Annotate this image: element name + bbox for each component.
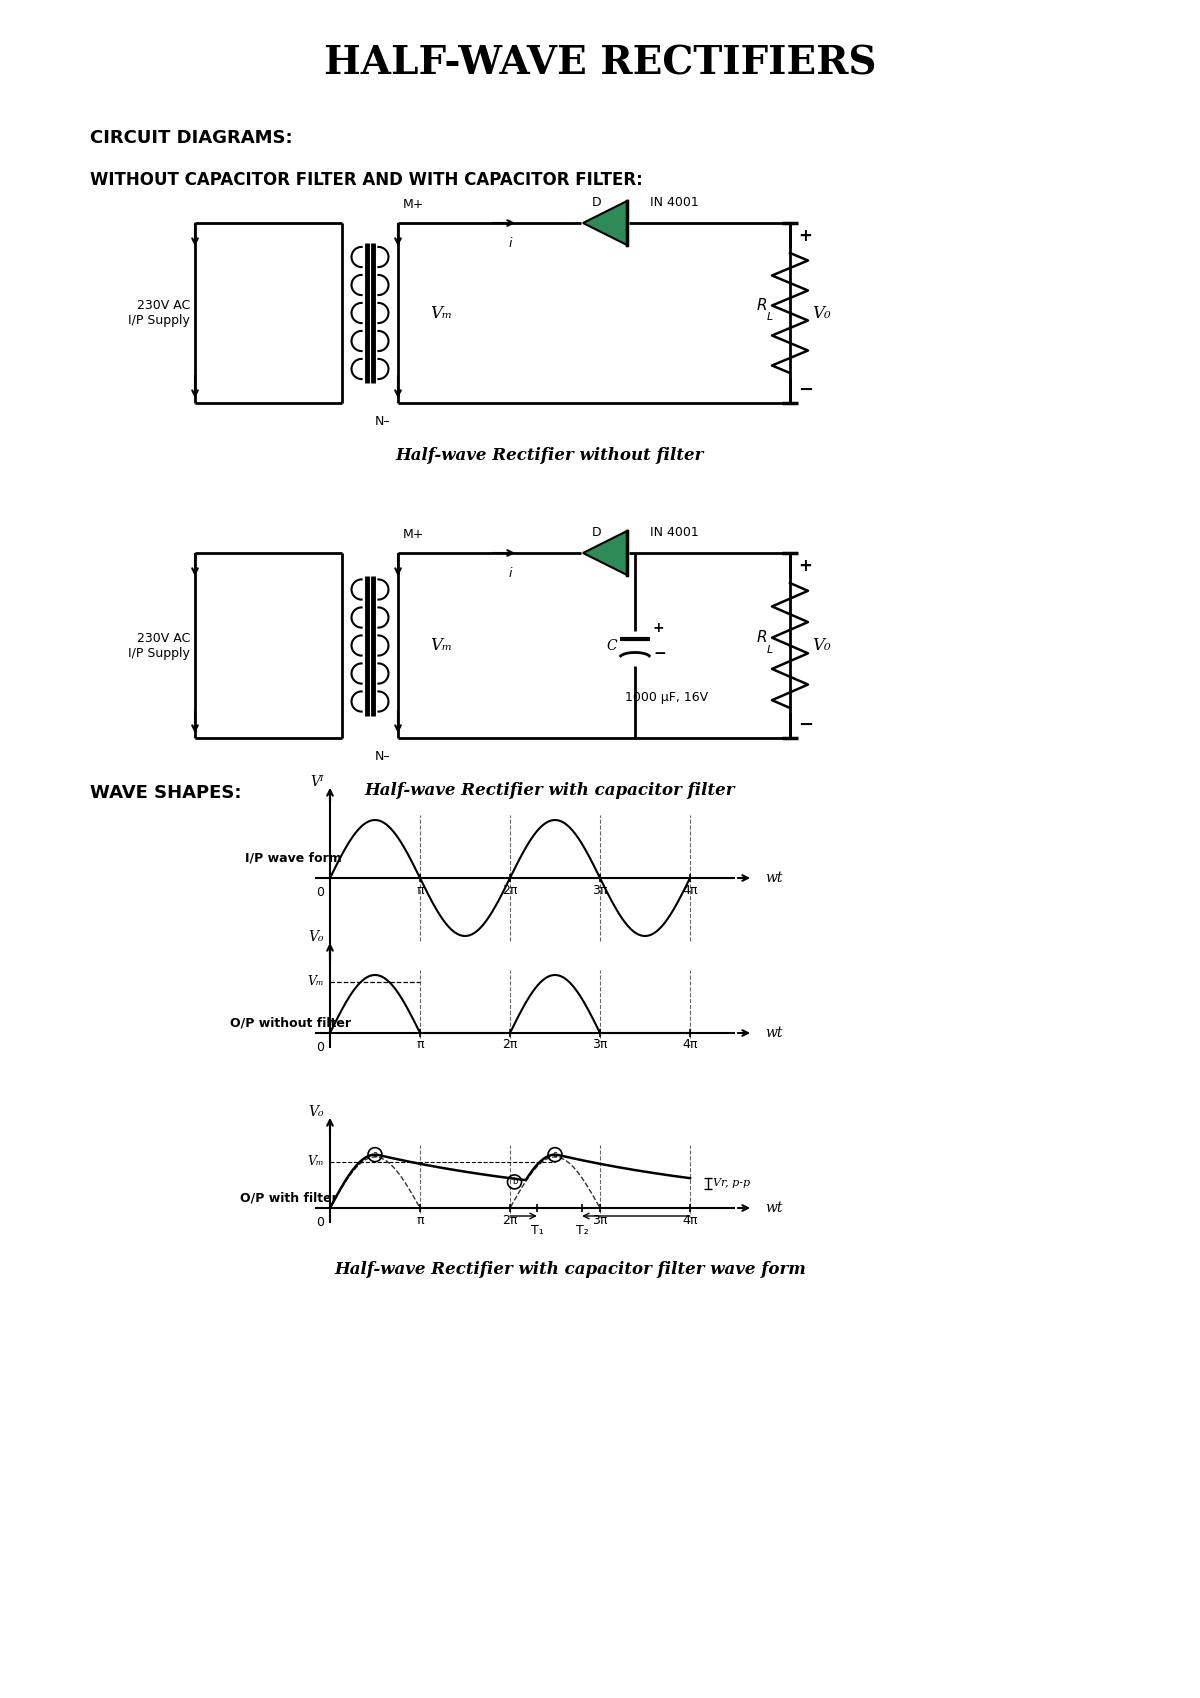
Text: M+: M+: [403, 528, 425, 542]
Text: IN 4001: IN 4001: [650, 195, 698, 209]
Text: Half-wave Rectifier without filter: Half-wave Rectifier without filter: [396, 447, 704, 464]
Text: L: L: [767, 645, 773, 654]
Text: 4π: 4π: [683, 1214, 697, 1226]
Text: +: +: [798, 228, 812, 245]
Text: IN 4001: IN 4001: [650, 526, 698, 538]
Text: +: +: [653, 620, 665, 635]
Text: D: D: [592, 195, 602, 209]
Text: L: L: [767, 312, 773, 323]
Text: c: c: [553, 1150, 557, 1160]
Text: T₁: T₁: [530, 1224, 544, 1238]
Text: Vr, p-p: Vr, p-p: [713, 1178, 750, 1189]
Text: 2π: 2π: [503, 883, 517, 897]
Text: R: R: [757, 297, 767, 312]
Polygon shape: [583, 200, 628, 245]
Text: π: π: [416, 1039, 424, 1051]
Text: π: π: [416, 883, 424, 897]
Text: Vₘ: Vₘ: [430, 304, 452, 321]
Polygon shape: [583, 531, 628, 576]
Text: M+: M+: [403, 199, 425, 211]
Text: Half-wave Rectifier with capacitor filter: Half-wave Rectifier with capacitor filte…: [365, 781, 736, 798]
Text: 1000 μF, 16V: 1000 μF, 16V: [625, 691, 708, 705]
Text: −: −: [798, 717, 814, 734]
Text: wt: wt: [766, 1200, 782, 1216]
Text: R: R: [757, 630, 767, 645]
Text: 0: 0: [316, 886, 324, 898]
Text: V₀: V₀: [308, 1105, 324, 1119]
Text: HALF-WAVE RECTIFIERS: HALF-WAVE RECTIFIERS: [324, 44, 876, 82]
Text: C: C: [606, 638, 617, 652]
Text: Vᴵ: Vᴵ: [311, 774, 324, 790]
Text: Vₘ: Vₘ: [307, 1155, 324, 1168]
Text: D: D: [592, 526, 602, 538]
Text: +: +: [798, 557, 812, 576]
Text: N–: N–: [374, 751, 391, 762]
Text: wt: wt: [766, 871, 782, 885]
Text: −: −: [653, 645, 666, 661]
Text: π: π: [416, 1214, 424, 1226]
Text: V₀: V₀: [812, 637, 830, 654]
Text: b: b: [512, 1177, 517, 1187]
Text: 4π: 4π: [683, 883, 697, 897]
Text: i: i: [509, 567, 511, 581]
Text: WAVE SHAPES:: WAVE SHAPES:: [90, 784, 241, 801]
Text: 0: 0: [316, 1041, 324, 1054]
Text: N–: N–: [374, 414, 391, 428]
Text: i: i: [509, 238, 511, 250]
Text: −: −: [798, 380, 814, 399]
Text: Vₘ: Vₘ: [307, 975, 324, 988]
Text: 230V AC
I/P Supply: 230V AC I/P Supply: [128, 632, 190, 659]
Text: O/P with filter: O/P with filter: [240, 1192, 337, 1204]
Text: 2π: 2π: [503, 1039, 517, 1051]
Text: 230V AC
I/P Supply: 230V AC I/P Supply: [128, 299, 190, 328]
Text: CIRCUIT DIAGRAMS:: CIRCUIT DIAGRAMS:: [90, 129, 293, 148]
Text: V₀: V₀: [308, 931, 324, 944]
Text: WITHOUT CAPACITOR FILTER AND WITH CAPACITOR FILTER:: WITHOUT CAPACITOR FILTER AND WITH CAPACI…: [90, 171, 643, 188]
Text: 4π: 4π: [683, 1039, 697, 1051]
Text: wt: wt: [766, 1026, 782, 1039]
Text: 2π: 2π: [503, 1214, 517, 1226]
Text: a: a: [372, 1150, 378, 1160]
Text: 3π: 3π: [593, 1039, 607, 1051]
Text: Vₘ: Vₘ: [430, 637, 452, 654]
Text: T₂: T₂: [576, 1224, 588, 1238]
Text: I/P wave form: I/P wave form: [245, 851, 342, 864]
Text: 3π: 3π: [593, 1214, 607, 1226]
Text: 3π: 3π: [593, 883, 607, 897]
Text: 0: 0: [316, 1216, 324, 1229]
Text: O/P without filter: O/P without filter: [230, 1017, 352, 1029]
Text: Half-wave Rectifier with capacitor filter wave form: Half-wave Rectifier with capacitor filte…: [334, 1262, 806, 1279]
Text: V₀: V₀: [812, 304, 830, 321]
